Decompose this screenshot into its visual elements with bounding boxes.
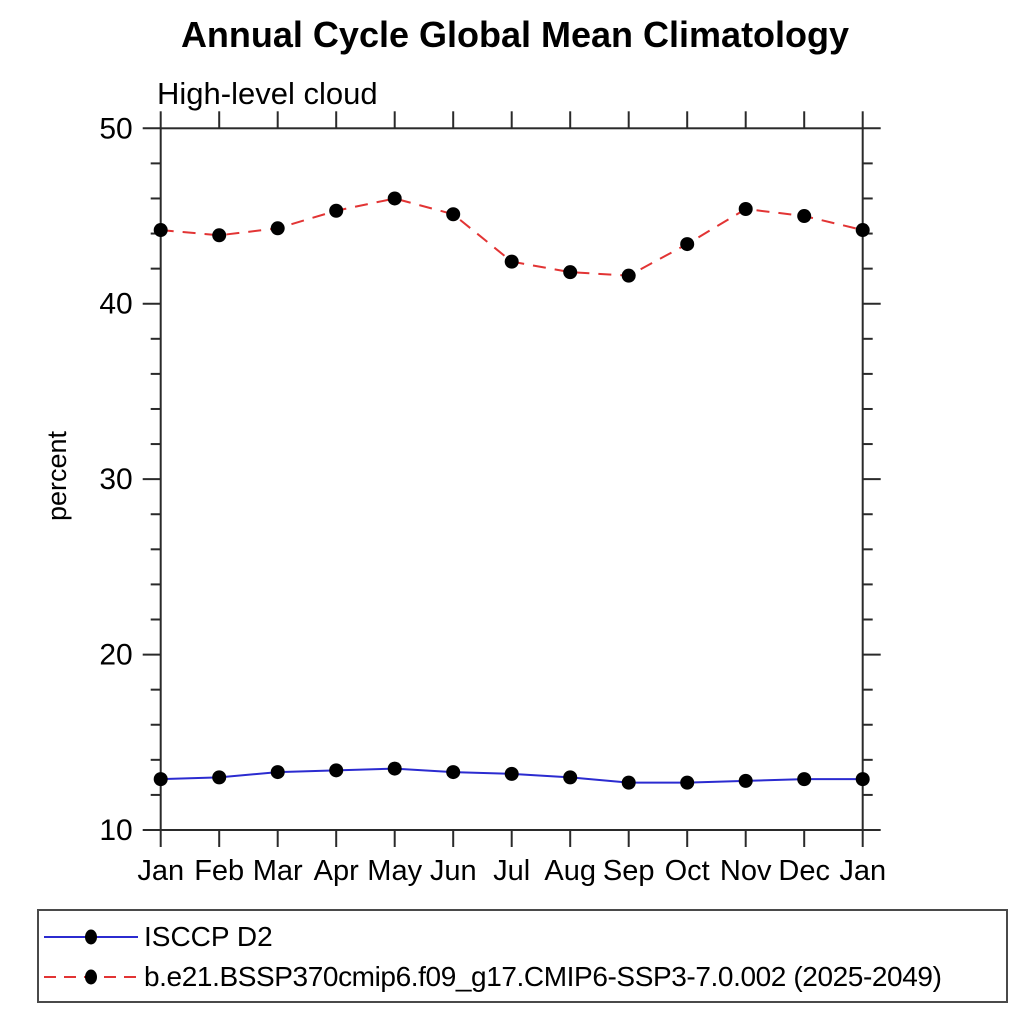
chart-subtitle: High-level cloud — [157, 76, 378, 111]
data-point-marker — [504, 254, 519, 269]
legend-line-dashed-red-icon — [44, 969, 138, 985]
data-point-marker — [329, 203, 344, 218]
data-point-marker — [797, 209, 812, 224]
data-point-marker — [680, 237, 695, 252]
data-point-marker — [446, 765, 461, 780]
legend-item-isccp: ISCCP D2 — [41, 920, 273, 954]
x-tick-label: Mar — [253, 855, 303, 887]
data-point-marker — [270, 765, 285, 780]
y-axis-label: percent — [42, 430, 72, 521]
x-tick-label: Jul — [493, 855, 530, 887]
data-point-marker — [563, 770, 578, 785]
data-point-marker — [212, 228, 227, 243]
legend: ISCCP D2 b.e21.BSSP370cmip6.f09_g17.CMIP… — [37, 909, 1008, 1003]
data-point-marker — [446, 207, 461, 222]
data-series — [153, 191, 870, 790]
x-tick-label: Aug — [544, 855, 596, 887]
data-point-marker — [387, 191, 402, 206]
x-tick-label: Oct — [665, 855, 710, 887]
data-point-marker — [680, 775, 695, 790]
data-point-marker — [855, 772, 870, 787]
x-tick-label: Jan — [839, 855, 886, 887]
data-point-marker — [270, 221, 285, 236]
x-tick-label: Jan — [137, 855, 184, 887]
data-point-marker — [329, 763, 344, 778]
data-point-marker — [153, 772, 168, 787]
data-point-marker — [212, 770, 227, 785]
x-tick-label: Sep — [603, 855, 655, 887]
chart-title: Annual Cycle Global Mean Climatology — [181, 14, 849, 55]
plot-frame — [159, 127, 864, 832]
legend-label-isccp: ISCCP D2 — [144, 921, 273, 952]
legend-line-solid-blue-icon — [44, 929, 138, 945]
x-tick-label: Nov — [720, 855, 772, 887]
x-tick-label: Feb — [194, 855, 244, 887]
axes-and-ticks: 10 20 30 40 50 Jan Feb Mar Apr May Jun Jul Aug Sep Oct… — [99, 111, 886, 887]
data-point-marker — [738, 773, 753, 788]
data-point-marker — [153, 223, 168, 238]
x-tick-label: May — [367, 855, 422, 887]
data-point-marker — [621, 268, 636, 283]
y-tick-label: 30 — [99, 463, 132, 496]
data-point-marker — [387, 761, 402, 776]
data-point-marker — [621, 775, 636, 790]
y-tick-label: 20 — [99, 639, 132, 672]
y-tick-label: 50 — [99, 112, 132, 145]
x-tick-label: Dec — [778, 855, 830, 887]
legend-item-model: b.e21.BSSP370cmip6.f09_g17.CMIP6-SSP3-7.… — [41, 960, 942, 994]
x-tick-label: Jun — [430, 855, 477, 887]
data-point-marker — [504, 766, 519, 781]
data-point-marker — [797, 772, 812, 787]
data-point-marker — [563, 265, 578, 280]
data-point-marker — [738, 201, 753, 216]
y-tick-label: 10 — [99, 814, 132, 847]
legend-label-model: b.e21.BSSP370cmip6.f09_g17.CMIP6-SSP3-7.… — [144, 961, 942, 992]
data-point-marker — [855, 223, 870, 238]
x-tick-label: Apr — [314, 855, 359, 887]
y-tick-label: 40 — [99, 288, 132, 321]
